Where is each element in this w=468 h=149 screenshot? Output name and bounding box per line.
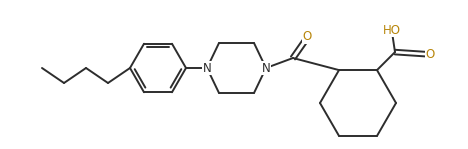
Text: N: N — [262, 62, 271, 74]
Text: HO: HO — [383, 24, 401, 37]
Text: O: O — [425, 48, 435, 61]
Text: N: N — [203, 62, 212, 74]
Text: O: O — [302, 31, 312, 44]
